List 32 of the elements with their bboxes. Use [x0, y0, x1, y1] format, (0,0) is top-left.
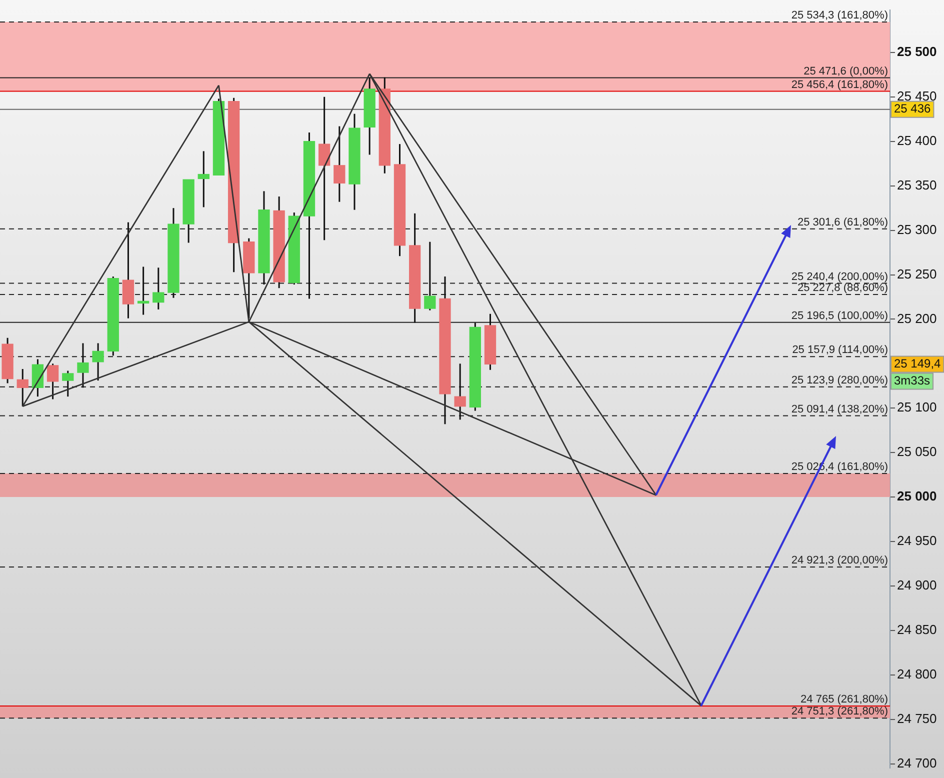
ref-line-label: 25 157,9 (114,00%) [792, 344, 888, 356]
ref-line-label: 25 227,8 (88,60%) [797, 282, 888, 294]
ref-line-label: 25 196,5 (100,00%) [791, 310, 888, 322]
ref-line-label: 25 301,6 (61,80%) [797, 216, 888, 228]
ref-line-label: 24 921,3 (200,00%) [791, 554, 888, 567]
y-tick-label: 25 400 [897, 132, 937, 148]
ref-line-label: 24 765 (261,80%) [800, 693, 888, 706]
y-tick-label: 24 700 [897, 755, 937, 770]
y-tick-label: 25 250 [897, 266, 937, 282]
y-tick-label: 25 200 [897, 310, 937, 326]
ref-line-label: 25 123,9 (280,00%) [791, 374, 888, 386]
y-tick-label: 25 450 [897, 88, 937, 104]
ref-line-label: 25 456,4 (161,80%) [791, 78, 888, 91]
text: 3m33s [894, 374, 930, 388]
annotation: 25 436 [894, 102, 932, 116]
y-tick-label: 25 100 [897, 400, 937, 415]
y-tick-label: 25 000 [897, 488, 937, 504]
y-tick-label: 25 350 [897, 177, 937, 192]
y-tick-label: 25 500 [897, 44, 937, 60]
y-tick-label: 25 300 [897, 222, 937, 237]
ref-line-label: 25 240,4 (200,00%) [791, 270, 888, 283]
y-tick-label: 24 900 [897, 578, 937, 593]
y-tick-label: 25 050 [897, 444, 937, 460]
y-tick-label: 24 750 [897, 710, 937, 726]
y-tick-label: 24 950 [897, 533, 937, 548]
y-tick-label: 24 850 [897, 622, 937, 637]
ref-line-label: 25 471,6 (0,00%) [804, 65, 888, 78]
ref-line-label: 24 751,3 (261,80%) [791, 706, 888, 718]
y-tick-label: 24 800 [897, 666, 937, 682]
text: 25 149,4 [894, 356, 942, 371]
ref-line-label: 25 534,3 (161,80%) [791, 10, 888, 22]
ref-line-label: 25 091,4 (138,20%) [791, 403, 888, 416]
